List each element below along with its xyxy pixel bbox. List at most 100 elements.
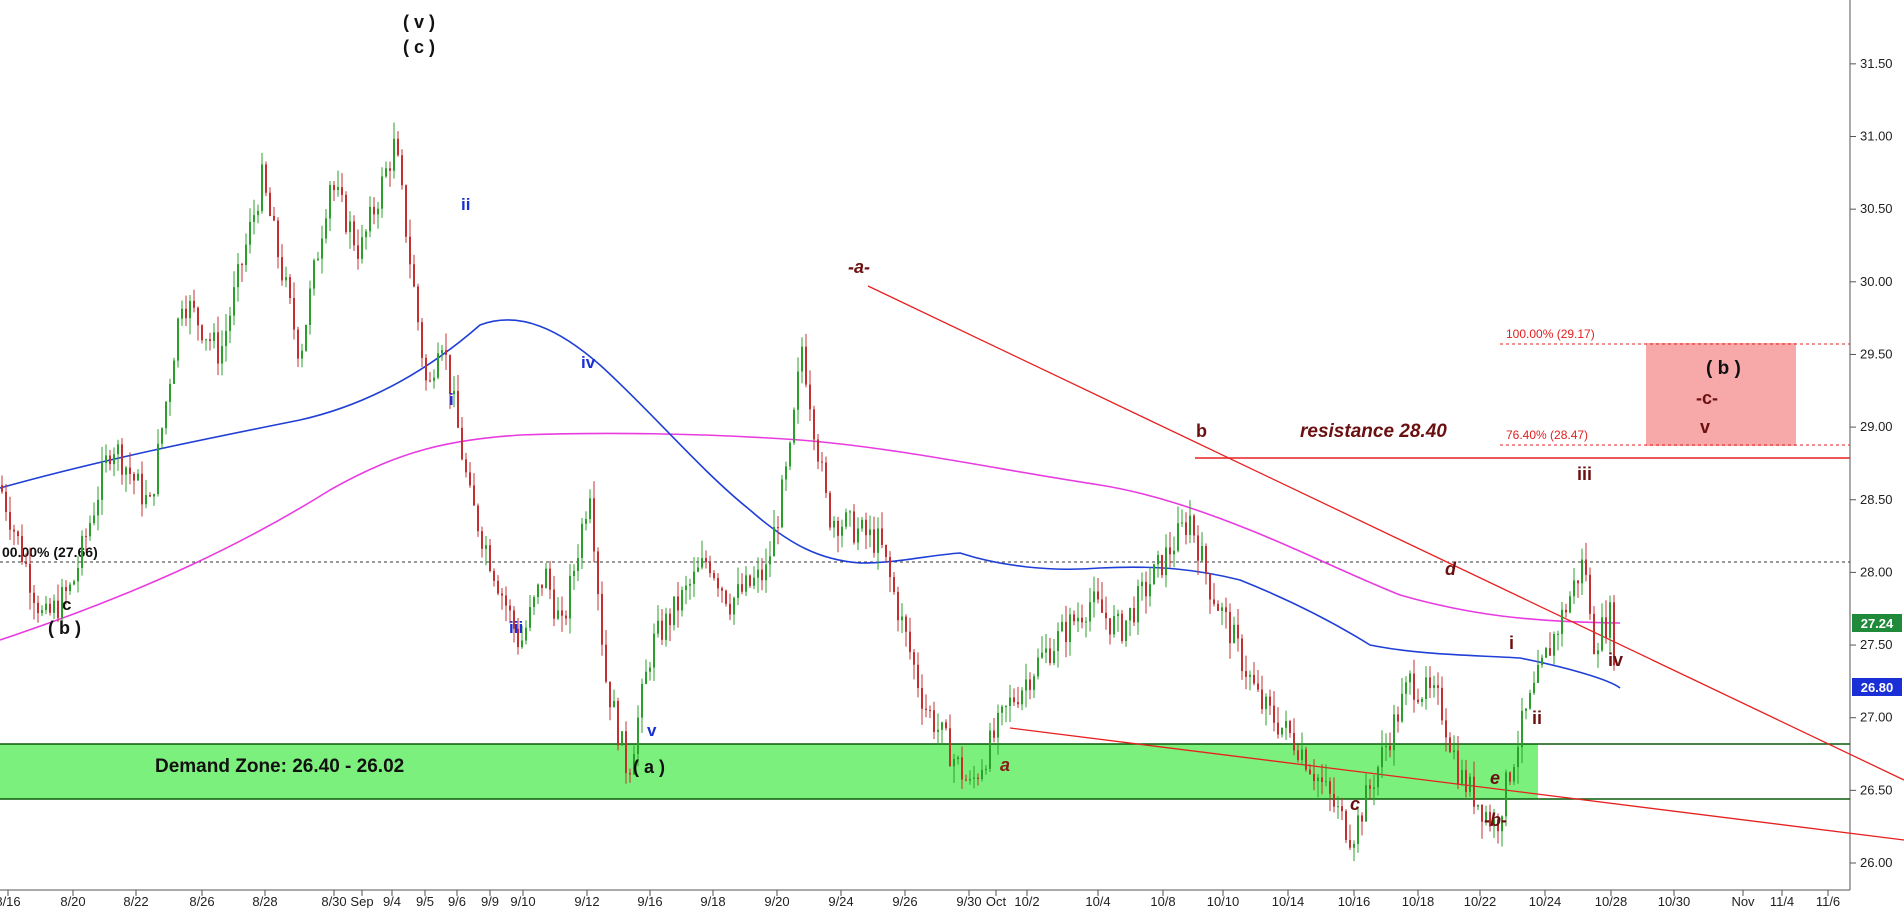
candle bbox=[385, 161, 387, 178]
candle bbox=[1609, 595, 1611, 655]
candle bbox=[1497, 813, 1499, 844]
y-tick-label: 29.50 bbox=[1860, 346, 1893, 361]
candle bbox=[897, 586, 899, 632]
candle bbox=[781, 474, 783, 529]
candle bbox=[801, 337, 803, 384]
y-tick-label: 29.00 bbox=[1860, 419, 1893, 434]
candle bbox=[1177, 506, 1179, 553]
candle bbox=[909, 617, 911, 660]
candle bbox=[1605, 600, 1607, 644]
wave-label-d-red: d bbox=[1445, 559, 1457, 579]
candle bbox=[657, 605, 659, 638]
candle bbox=[1113, 604, 1115, 638]
candle bbox=[309, 280, 311, 335]
candle bbox=[1, 475, 3, 494]
candle bbox=[553, 575, 555, 627]
candle bbox=[349, 211, 351, 249]
candle bbox=[673, 596, 675, 631]
candle bbox=[173, 357, 175, 384]
candle bbox=[1009, 684, 1011, 723]
candle bbox=[949, 714, 951, 767]
candle bbox=[1181, 509, 1183, 528]
candle bbox=[941, 721, 943, 745]
candle bbox=[881, 512, 883, 549]
candle bbox=[25, 553, 27, 568]
candle bbox=[213, 323, 215, 349]
candle bbox=[365, 229, 367, 250]
candle bbox=[617, 697, 619, 751]
candle bbox=[161, 427, 163, 449]
candle bbox=[577, 544, 579, 581]
x-tick-label: 10/16 bbox=[1338, 894, 1371, 908]
candle bbox=[229, 306, 231, 344]
candle bbox=[621, 730, 623, 746]
candle bbox=[393, 122, 395, 179]
candle bbox=[429, 371, 431, 383]
candle bbox=[1229, 603, 1231, 659]
candle bbox=[825, 456, 827, 498]
candle bbox=[1093, 576, 1095, 618]
candle bbox=[1149, 567, 1151, 607]
candle bbox=[1293, 718, 1295, 756]
candle bbox=[525, 620, 527, 645]
candle bbox=[861, 516, 863, 532]
candle bbox=[1225, 597, 1227, 629]
candle bbox=[1081, 604, 1083, 629]
candle bbox=[1217, 600, 1219, 612]
candle bbox=[1209, 572, 1211, 614]
candle bbox=[1185, 512, 1187, 545]
candle bbox=[261, 152, 263, 214]
candle bbox=[645, 659, 647, 685]
candle bbox=[901, 603, 903, 634]
candle bbox=[1453, 735, 1455, 760]
candle bbox=[757, 557, 759, 593]
candle bbox=[1565, 603, 1567, 618]
candle bbox=[1233, 616, 1235, 644]
candle bbox=[29, 547, 31, 610]
candle bbox=[1445, 708, 1447, 752]
candle bbox=[289, 274, 291, 305]
candle bbox=[113, 447, 115, 477]
y-tick-label: 26.00 bbox=[1860, 855, 1893, 870]
candle bbox=[197, 306, 199, 341]
candle bbox=[821, 451, 823, 472]
candle bbox=[285, 266, 287, 288]
candle bbox=[461, 417, 463, 461]
target-box: ( b ) -c- v bbox=[1646, 343, 1796, 446]
y-tick-label: 28.50 bbox=[1860, 492, 1893, 507]
candle bbox=[805, 333, 807, 388]
last-price-badge: 27.24 bbox=[1852, 614, 1902, 632]
candle bbox=[417, 283, 419, 331]
candle bbox=[397, 131, 399, 157]
x-tick-label: 8/26 bbox=[189, 894, 214, 908]
ma-slow-line bbox=[0, 432, 1621, 641]
candle bbox=[1029, 672, 1031, 700]
candle bbox=[533, 595, 535, 615]
candle bbox=[1385, 733, 1387, 762]
candle bbox=[1481, 804, 1483, 839]
candle bbox=[1485, 805, 1487, 826]
candle bbox=[1109, 618, 1111, 645]
candle bbox=[565, 610, 567, 626]
candle bbox=[1525, 708, 1527, 720]
x-tick-label: 10/18 bbox=[1402, 894, 1435, 908]
wave-label-e-red: e bbox=[1490, 768, 1500, 788]
candle bbox=[233, 271, 235, 326]
candle bbox=[317, 251, 319, 261]
candle bbox=[145, 479, 147, 509]
candle bbox=[769, 541, 771, 577]
candle bbox=[585, 511, 587, 531]
candle bbox=[1201, 532, 1203, 562]
candle bbox=[1125, 620, 1127, 647]
candle bbox=[433, 369, 435, 389]
last-price-text: 27.24 bbox=[1861, 616, 1894, 631]
y-tick-label: 30.50 bbox=[1860, 201, 1893, 216]
candle bbox=[1577, 580, 1579, 598]
candle bbox=[1433, 675, 1435, 698]
candle bbox=[865, 512, 867, 550]
candle bbox=[1573, 568, 1575, 604]
candle bbox=[689, 578, 691, 600]
candle bbox=[121, 438, 123, 485]
candle bbox=[649, 661, 651, 681]
candle bbox=[845, 508, 847, 530]
